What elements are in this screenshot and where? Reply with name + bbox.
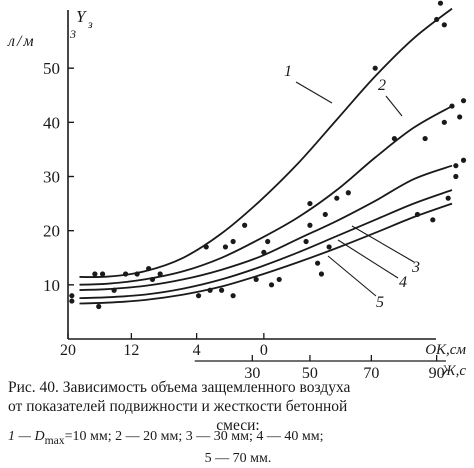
data-point <box>441 22 447 28</box>
data-point <box>453 163 459 169</box>
data-point <box>219 287 225 293</box>
data-point <box>111 287 117 293</box>
data-point <box>146 265 152 272</box>
data-point <box>268 282 275 288</box>
data-point <box>265 238 271 245</box>
data-point <box>326 244 332 250</box>
ok-tick-label: 4 <box>193 342 201 359</box>
data-point <box>449 103 455 109</box>
data-point <box>157 271 163 277</box>
data-point <box>414 211 421 218</box>
y-tick-label: 50 <box>43 59 60 78</box>
y-tick-label: 10 <box>43 276 60 295</box>
ok-tick-label: 20 <box>60 342 76 359</box>
data-point <box>460 98 467 104</box>
data-point <box>307 200 313 207</box>
y-tick-label: 30 <box>43 168 60 187</box>
data-point <box>207 287 213 293</box>
data-point <box>434 16 440 23</box>
data-point <box>134 271 140 277</box>
y-axis-unit-sup: 3 <box>69 27 76 41</box>
series-2-leader <box>385 95 403 117</box>
zh-tick-label: 70 <box>363 365 379 378</box>
data-point <box>457 114 463 120</box>
caption-legend-row-1-sub: max <box>44 433 65 447</box>
data-point <box>318 271 325 277</box>
series-3-label: 3 <box>411 259 420 276</box>
ok-axis-label: ОК,см <box>425 342 466 358</box>
series-4-label: 4 <box>399 274 407 291</box>
data-point <box>315 260 321 266</box>
zh-tick-label: 30 <box>244 365 260 378</box>
data-point <box>453 173 459 180</box>
caption-legend-row-1-rest: =10 мм; 2 — 20 мм; 3 — 30 мм; 4 — 40 мм; <box>64 429 324 444</box>
y-axis-unit: л/м <box>7 33 36 50</box>
caption-line-2: от показателей подвижности и жесткости б… <box>8 398 348 415</box>
caption-line-1: Рис. 40. Зависимость объема защемленного… <box>8 379 351 396</box>
data-point <box>69 298 75 304</box>
y-tick-label: 40 <box>43 113 60 132</box>
caption-legend-row-1: 1 — Dmax=10 мм; 2 — 20 мм; 3 — 30 мм; 4 … <box>8 428 468 450</box>
y-tick-label: 20 <box>43 222 60 241</box>
data-point <box>203 244 209 250</box>
ok-tick-label: 12 <box>123 342 139 359</box>
ok-tick-label: 0 <box>260 342 268 359</box>
curves <box>79 7 453 305</box>
series-1-leader <box>295 81 333 104</box>
data-points <box>69 0 467 310</box>
data-point <box>441 119 447 125</box>
data-point <box>422 135 428 142</box>
figure-caption: Рис. 40. Зависимость объема защемленного… <box>8 378 468 435</box>
axes <box>67 10 446 362</box>
data-point <box>430 217 436 223</box>
data-point <box>96 303 102 310</box>
series-1-line <box>79 7 453 278</box>
series-5-label: 5 <box>376 294 384 311</box>
y-axis-title: Y <box>76 7 87 26</box>
data-point <box>195 293 202 299</box>
caption-legend-row-1-start: 1 — D <box>8 429 45 444</box>
series-4-line <box>79 189 453 300</box>
data-point <box>322 211 328 218</box>
data-point <box>92 271 98 277</box>
series-3-line <box>79 164 453 291</box>
zh-axis-label: Ж,с <box>441 363 466 378</box>
data-point <box>123 271 129 277</box>
series-2-line <box>79 105 453 286</box>
zh-tick-label: 50 <box>302 365 318 378</box>
data-point <box>242 222 248 228</box>
data-point <box>437 0 444 6</box>
series-2-label: 2 <box>378 77 386 94</box>
data-point <box>222 244 229 250</box>
data-point <box>391 135 397 142</box>
y-axis-title-sub: з <box>87 17 93 31</box>
series-5-leader <box>327 255 377 297</box>
data-point <box>445 195 451 201</box>
data-point <box>334 195 340 201</box>
data-point <box>460 157 467 163</box>
data-point <box>276 276 282 283</box>
series-4-leader <box>337 239 399 279</box>
data-point <box>307 222 313 228</box>
data-point <box>261 249 267 255</box>
series-1-label: 1 <box>284 63 292 80</box>
caption-line-3: смеси: <box>216 417 260 434</box>
data-point <box>345 190 351 196</box>
series-3-leader <box>351 225 415 263</box>
series-5-line <box>79 202 453 305</box>
data-point <box>230 238 236 245</box>
data-point <box>69 293 75 299</box>
data-point <box>230 293 236 299</box>
data-point <box>253 276 259 283</box>
data-point <box>303 238 309 245</box>
caption-legend: 1 — Dmax=10 мм; 2 — 20 мм; 3 — 30 мм; 4 … <box>8 428 468 468</box>
data-point <box>149 276 156 283</box>
data-point <box>99 271 106 277</box>
zh-tick-label: 90 <box>429 365 445 378</box>
data-point <box>372 65 378 71</box>
caption-legend-row-2: 5 — 70 мм. <box>204 450 272 466</box>
